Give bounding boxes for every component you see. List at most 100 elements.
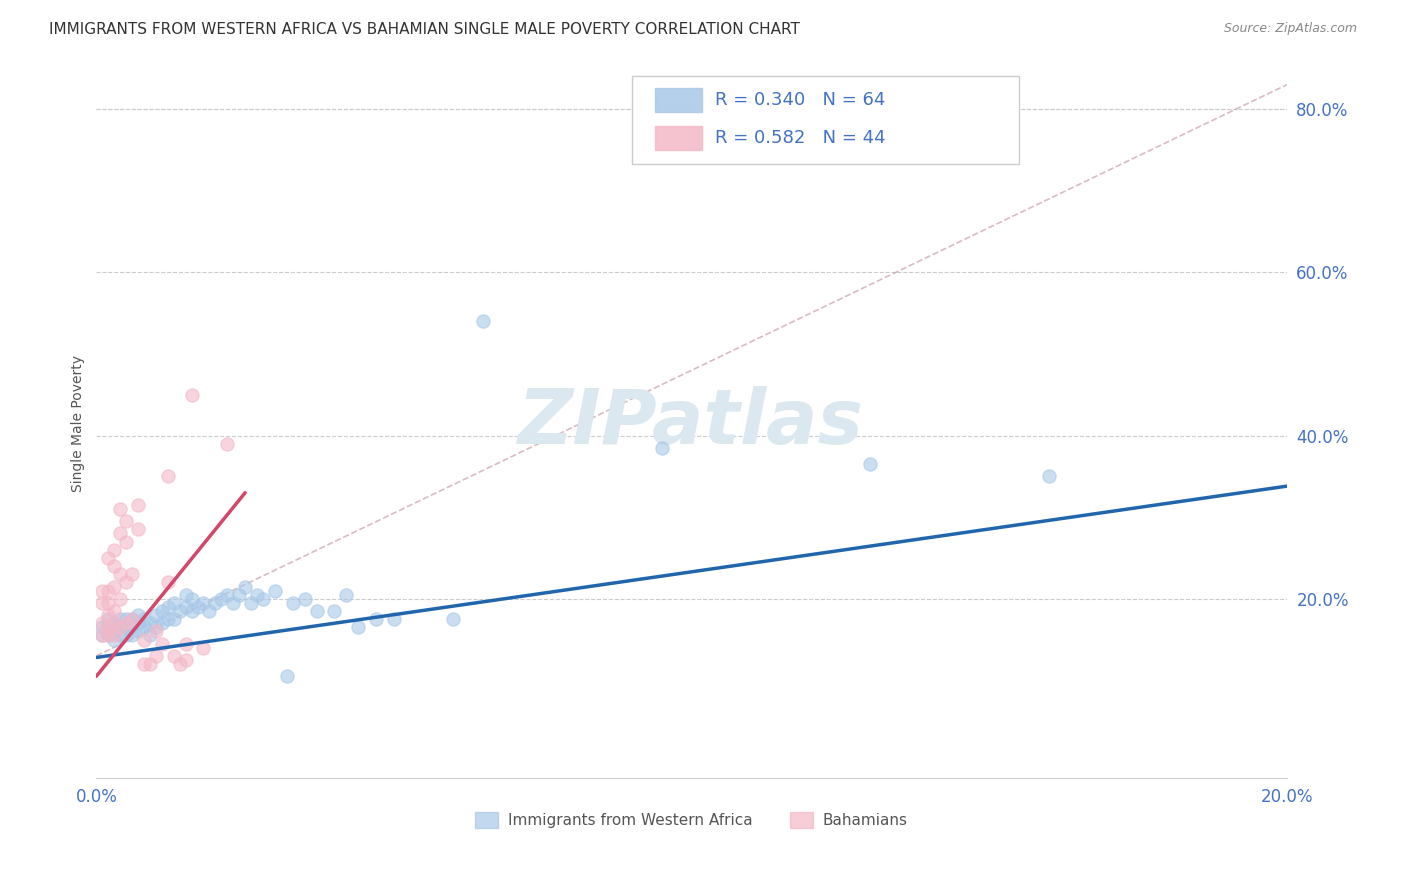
Point — [91, 620, 114, 634]
Point — [364, 612, 387, 626]
Point — [246, 588, 269, 602]
Point — [217, 588, 239, 602]
Point — [281, 596, 304, 610]
Point — [222, 596, 245, 610]
Point — [139, 657, 162, 671]
Point — [103, 542, 125, 557]
Point — [121, 612, 143, 626]
Point — [198, 604, 221, 618]
Point — [97, 628, 120, 642]
Point — [145, 608, 167, 623]
Point — [156, 469, 179, 483]
Point — [1038, 469, 1060, 483]
Point — [127, 624, 149, 639]
Point — [174, 588, 197, 602]
Point — [127, 498, 149, 512]
Point — [441, 612, 464, 626]
Point — [145, 624, 167, 639]
Point — [91, 628, 114, 642]
Point — [204, 596, 226, 610]
Point — [115, 575, 138, 590]
Point — [121, 612, 143, 626]
Point — [335, 588, 357, 602]
Point — [174, 637, 197, 651]
Point — [121, 567, 143, 582]
Point — [150, 637, 173, 651]
Point — [103, 604, 125, 618]
Point — [163, 612, 186, 626]
Point — [91, 596, 114, 610]
Point — [91, 616, 114, 631]
Point — [174, 599, 197, 614]
Point — [115, 514, 138, 528]
Point — [132, 612, 155, 626]
Point — [103, 624, 125, 639]
Point — [163, 596, 186, 610]
Point — [132, 657, 155, 671]
Point — [347, 620, 370, 634]
Point — [193, 596, 215, 610]
Legend: Immigrants from Western Africa, Bahamians: Immigrants from Western Africa, Bahamian… — [470, 806, 914, 834]
Point — [156, 612, 179, 626]
Point — [323, 604, 346, 618]
Point — [108, 567, 131, 582]
Text: IMMIGRANTS FROM WESTERN AFRICA VS BAHAMIAN SINGLE MALE POVERTY CORRELATION CHART: IMMIGRANTS FROM WESTERN AFRICA VS BAHAMI… — [49, 22, 800, 37]
Point — [91, 628, 114, 642]
Point — [305, 604, 328, 618]
Point — [103, 559, 125, 574]
Point — [103, 580, 125, 594]
Point — [115, 616, 138, 631]
Point — [294, 591, 316, 606]
Point — [228, 588, 250, 602]
Point — [91, 583, 114, 598]
Point — [264, 583, 287, 598]
Point — [97, 608, 120, 623]
Point — [382, 612, 405, 626]
Point — [217, 436, 239, 450]
Point — [103, 616, 125, 631]
Point — [108, 620, 131, 634]
Point — [193, 640, 215, 655]
Point — [132, 632, 155, 647]
Point — [127, 523, 149, 537]
Point — [472, 314, 495, 328]
Point — [180, 388, 202, 402]
Point — [108, 612, 131, 626]
Point — [127, 608, 149, 623]
Point — [108, 628, 131, 642]
Point — [121, 628, 143, 642]
FancyBboxPatch shape — [655, 87, 702, 112]
Point — [97, 596, 120, 610]
Point — [150, 616, 173, 631]
Point — [180, 591, 202, 606]
Point — [115, 628, 138, 642]
Point — [651, 441, 673, 455]
Point — [156, 599, 179, 614]
Point — [121, 620, 143, 634]
Point — [180, 604, 202, 618]
Text: Source: ZipAtlas.com: Source: ZipAtlas.com — [1223, 22, 1357, 36]
Point — [139, 628, 162, 642]
Point — [276, 669, 298, 683]
Text: ZIPatlas: ZIPatlas — [519, 386, 865, 460]
FancyBboxPatch shape — [655, 126, 702, 150]
Point — [115, 620, 138, 634]
Point — [169, 604, 191, 618]
Point — [252, 591, 274, 606]
Point — [233, 580, 256, 594]
Point — [163, 648, 186, 663]
Point — [174, 653, 197, 667]
FancyBboxPatch shape — [631, 76, 1019, 164]
Point — [97, 620, 120, 634]
Y-axis label: Single Male Poverty: Single Male Poverty — [72, 355, 86, 491]
Point — [97, 628, 120, 642]
Point — [145, 620, 167, 634]
Point — [103, 616, 125, 631]
Point — [103, 628, 125, 642]
Text: R = 0.582   N = 44: R = 0.582 N = 44 — [716, 129, 886, 147]
Point — [97, 612, 120, 626]
Point — [150, 604, 173, 618]
Point — [127, 616, 149, 631]
Point — [139, 616, 162, 631]
Point — [156, 575, 179, 590]
